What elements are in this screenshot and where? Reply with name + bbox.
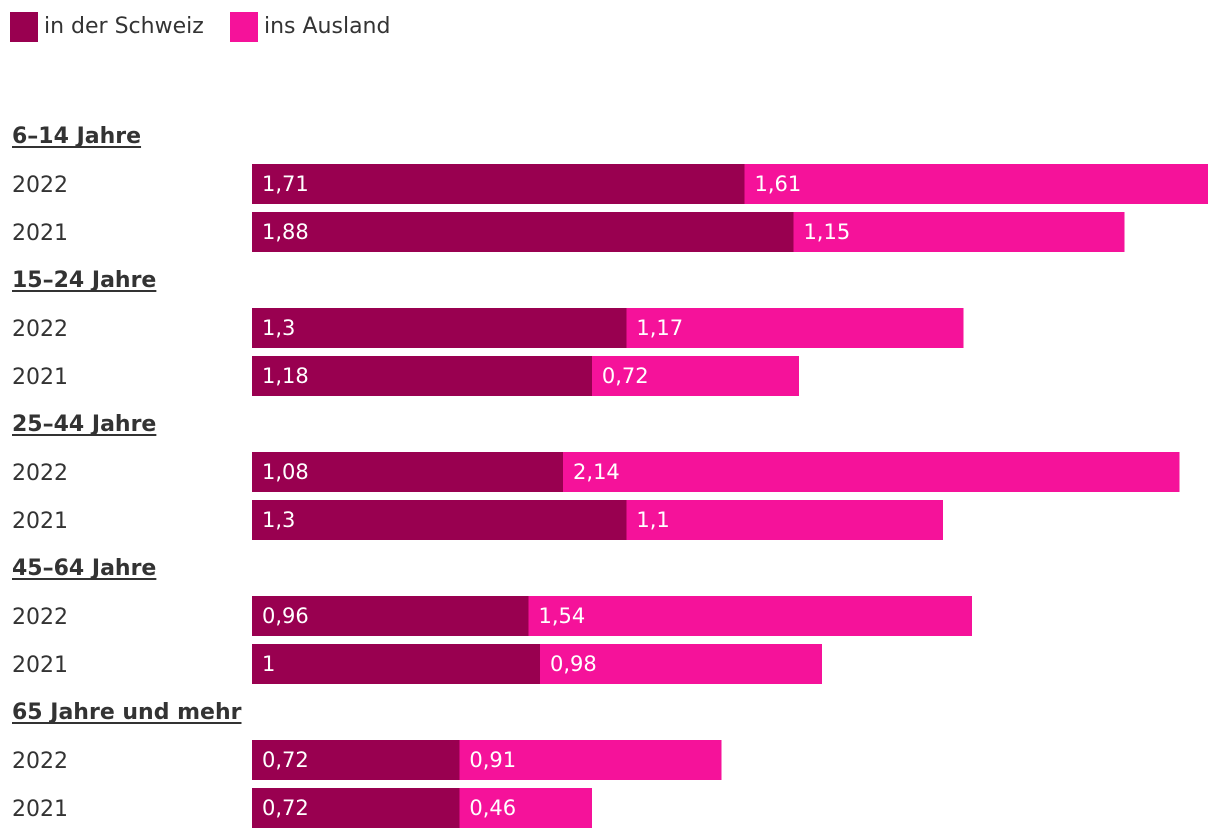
value-label-in-der-schweiz: 0,96 — [262, 604, 309, 628]
value-label-in-der-schweiz: 1,88 — [262, 220, 309, 244]
legend-label-in-der-schweiz: in der Schweiz — [44, 14, 204, 39]
bar-in-der-schweiz — [252, 452, 564, 492]
value-label-in-der-schweiz: 1,71 — [262, 172, 309, 196]
value-label-in-der-schweiz: 1 — [262, 652, 275, 676]
bar-ins-ausland — [459, 740, 722, 780]
bar-in-der-schweiz — [252, 788, 460, 828]
value-label-in-der-schweiz: 1,18 — [262, 364, 309, 388]
bar-ins-ausland — [626, 308, 964, 348]
value-label-in-der-schweiz: 0,72 — [262, 796, 309, 820]
value-label-ins-ausland: 0,98 — [550, 652, 597, 676]
value-label-in-der-schweiz: 1,08 — [262, 460, 309, 484]
bar-ins-ausland — [563, 452, 1180, 492]
bar-in-der-schweiz — [252, 596, 529, 636]
value-label-ins-ausland: 0,72 — [602, 364, 649, 388]
value-label-in-der-schweiz: 1,3 — [262, 316, 295, 340]
bar-ins-ausland — [744, 164, 1209, 204]
legend-swatch-ins-ausland — [230, 12, 258, 42]
group-label: 65 Jahre und mehr — [12, 700, 242, 725]
year-label: 2021 — [12, 797, 68, 822]
value-label-ins-ausland: 1,17 — [636, 316, 683, 340]
legend-swatch-in-der-schweiz — [10, 12, 38, 42]
value-label-ins-ausland: 1,61 — [754, 172, 801, 196]
year-label: 2022 — [12, 461, 68, 486]
bar-in-der-schweiz — [252, 740, 460, 780]
group-label: 15–24 Jahre — [12, 268, 156, 293]
bar-ins-ausland — [626, 500, 944, 540]
value-label-ins-ausland: 1,54 — [538, 604, 585, 628]
year-label: 2021 — [12, 365, 68, 390]
value-label-ins-ausland: 1,15 — [803, 220, 850, 244]
year-label: 2022 — [12, 605, 68, 630]
bar-in-der-schweiz — [252, 212, 794, 252]
bar-ins-ausland — [540, 644, 823, 684]
year-label: 2022 — [12, 173, 68, 198]
bar-ins-ausland — [591, 356, 800, 396]
value-label-ins-ausland: 0,46 — [469, 796, 516, 820]
bar-in-der-schweiz — [252, 500, 627, 540]
bar-ins-ausland — [459, 788, 592, 828]
year-label: 2021 — [12, 653, 68, 678]
plot-area: 6–14 Jahre 2022 1,71 1,61 2021 1,88 1,15 15–24 … — [12, 124, 1209, 828]
group-label: 25–44 Jahre — [12, 412, 156, 437]
value-label-ins-ausland: 0,91 — [469, 748, 516, 772]
legend: in der Schweiz ins Ausland — [10, 12, 390, 42]
bar-ins-ausland — [528, 596, 972, 636]
year-label: 2022 — [12, 317, 68, 342]
bar-ins-ausland — [793, 212, 1125, 252]
value-label-ins-ausland: 1,1 — [636, 508, 669, 532]
bar-in-der-schweiz — [252, 308, 627, 348]
legend-label-ins-ausland: ins Ausland — [264, 14, 390, 39]
value-label-in-der-schweiz: 1,3 — [262, 508, 295, 532]
year-label: 2021 — [12, 509, 68, 534]
year-label: 2021 — [12, 221, 68, 246]
value-label-in-der-schweiz: 0,72 — [262, 748, 309, 772]
value-label-ins-ausland: 2,14 — [573, 460, 620, 484]
bar-in-der-schweiz — [252, 356, 592, 396]
group-label: 45–64 Jahre — [12, 556, 156, 581]
bar-in-der-schweiz — [252, 644, 540, 684]
year-label: 2022 — [12, 749, 68, 774]
bar-in-der-schweiz — [252, 164, 745, 204]
group-label: 6–14 Jahre — [12, 124, 141, 149]
